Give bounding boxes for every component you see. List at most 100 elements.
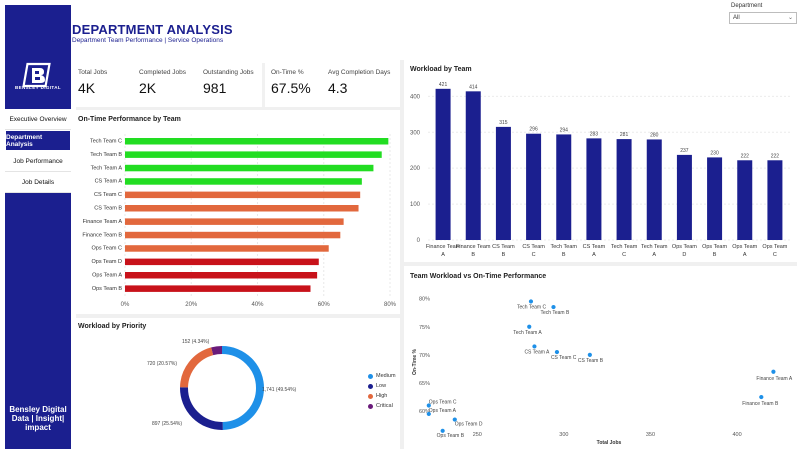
scatter-point[interactable] [440, 428, 445, 433]
bar[interactable] [435, 88, 451, 240]
bar[interactable] [465, 91, 481, 240]
y-axis-label: On-Time % [412, 348, 418, 375]
scatter-point[interactable] [759, 394, 764, 400]
bar[interactable] [646, 139, 662, 240]
legend-label: High [376, 393, 388, 399]
category-label: A [592, 252, 596, 258]
nav-item-job-details[interactable]: Job Details [5, 172, 71, 193]
kpi-label: Completed Jobs [139, 69, 186, 76]
bar[interactable] [586, 138, 602, 240]
scatter-chart-title: Team Workload vs On-Time Performance [410, 273, 547, 280]
category-label: CS Team [522, 244, 545, 250]
nav-item-department-analysis[interactable]: Department Analysis [5, 130, 71, 151]
y-tick-label: 75% [419, 325, 430, 331]
bar[interactable] [676, 154, 692, 240]
bar[interactable] [707, 157, 723, 240]
x-tick-label: 40% [251, 302, 264, 308]
slice-label: 1,741 (49.54%) [262, 387, 297, 393]
legend-label: Medium [376, 373, 396, 379]
scatter-point[interactable] [551, 304, 556, 310]
donut-slice[interactable] [180, 346, 264, 430]
nav-item-executive-overview[interactable]: Executive Overview [5, 109, 71, 130]
kpi-label: Outstanding Jobs [203, 69, 254, 76]
bar[interactable] [616, 139, 632, 240]
point-label: Ops Team C [429, 400, 457, 406]
bar[interactable] [526, 133, 542, 240]
bar[interactable] [767, 160, 783, 240]
nav-item-job-performance[interactable]: Job Performance [5, 151, 71, 172]
scatter-point[interactable] [771, 369, 776, 374]
bar[interactable] [125, 218, 344, 225]
x-tick-label: 0% [121, 302, 130, 308]
scatter-point[interactable] [426, 403, 431, 408]
bar[interactable] [495, 126, 511, 240]
bar[interactable] [556, 134, 572, 240]
point-label: Ops Team B [437, 433, 465, 439]
bar[interactable] [125, 245, 329, 252]
y-tick-label: 0 [417, 238, 421, 244]
legend-dot-icon [368, 383, 373, 389]
y-tick-label: 70% [419, 353, 430, 359]
point-label: CS Team C [551, 355, 577, 361]
scatter-point[interactable] [528, 299, 534, 304]
scatter-point[interactable] [532, 344, 537, 349]
kpi-label: Avg Completion Days [328, 69, 391, 76]
data-label: 222 [741, 153, 750, 159]
legend-item-medium[interactable]: Medium [368, 371, 396, 381]
y-tick-label: 60% [419, 409, 430, 415]
bar[interactable] [125, 231, 341, 239]
category-label: Tech Team C [90, 139, 122, 145]
category-label: A [743, 252, 747, 258]
category-label: CS Team [492, 244, 515, 250]
data-label: 281 [620, 132, 629, 138]
category-label: C [532, 252, 536, 258]
page-title: DEPARTMENT ANALYSIS [72, 22, 233, 37]
bar[interactable] [125, 191, 361, 199]
divider [76, 107, 400, 110]
y-tick-label: 400 [410, 94, 421, 100]
legend-item-high[interactable]: High [368, 391, 396, 401]
bar[interactable] [125, 285, 311, 292]
category-label: Ops Team [672, 244, 697, 250]
kpi-value: 981 [203, 80, 227, 96]
sidebar-footer: Bensley Digital Data | Insight| impact [9, 405, 67, 432]
y-tick-label: 100 [410, 202, 421, 208]
x-axis-label: Total Jobs [597, 440, 622, 446]
x-tick-label: 250 [473, 432, 482, 438]
scatter-point[interactable] [527, 324, 532, 329]
department-slicer[interactable]: All ⌄ [729, 12, 797, 24]
category-label: CS Team [583, 244, 606, 250]
category-label: Finance Team A [83, 219, 123, 225]
bar[interactable] [125, 178, 362, 185]
scatter-point[interactable] [554, 349, 560, 355]
y-tick-label: 65% [419, 381, 430, 387]
bar[interactable] [125, 272, 318, 279]
legend-item-low[interactable]: Low [368, 381, 396, 391]
priority-chart-panel: Workload by Priority 1,741 (49.54%) 897 (… [76, 318, 400, 449]
bar[interactable] [737, 160, 753, 240]
scatter-point[interactable] [452, 417, 457, 422]
chevron-down-icon: ⌄ [787, 15, 793, 21]
kpi-separator [262, 63, 265, 107]
divider [76, 314, 400, 318]
divider [404, 262, 797, 266]
donut-slice[interactable] [180, 346, 264, 430]
point-label: Tech Team C [517, 304, 546, 310]
brand-name: BENSLEY DIGITAL [14, 85, 62, 90]
legend-item-critical[interactable]: Critical [368, 401, 396, 411]
category-label: B [502, 252, 506, 258]
bar[interactable] [125, 205, 359, 212]
bar[interactable] [125, 151, 382, 158]
scatter-point[interactable] [587, 352, 592, 357]
bar[interactable] [125, 258, 319, 266]
slice-label: 720 (20.57%) [147, 361, 177, 367]
bar[interactable] [125, 164, 374, 172]
department-slicer-label: Department [731, 3, 763, 9]
legend-dot-icon [368, 393, 373, 399]
kpi-value: 4.3 [328, 80, 348, 96]
ontime-chart: 0% 20% 40% 60% 80% Tech Team C Tech Team B Tech… [82, 134, 397, 308]
legend-dot-icon [368, 373, 373, 379]
scatter-point[interactable] [426, 411, 431, 417]
bar[interactable] [125, 138, 389, 145]
category-label: A [652, 252, 656, 258]
